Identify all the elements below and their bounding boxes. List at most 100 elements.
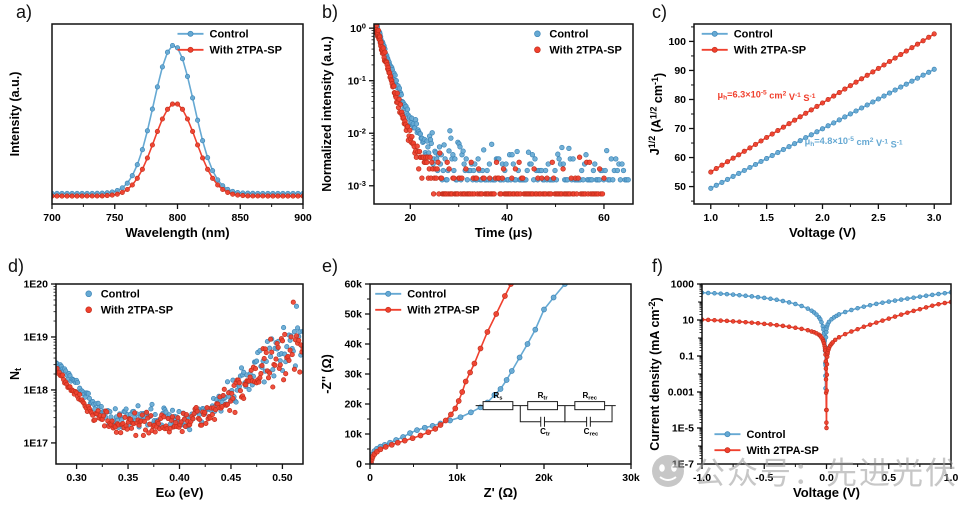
data-point [528,161,534,167]
data-point [54,193,60,199]
data-point [864,102,870,108]
data-point [892,55,898,61]
data-point [923,305,929,310]
data-point [529,152,536,158]
data-point [159,64,165,70]
data-point [161,414,167,420]
data-point [575,175,581,181]
data-point [824,425,829,431]
series-control [708,66,937,191]
data-point [393,78,399,84]
svg-text:0.1: 0.1 [679,351,694,363]
data-point [473,175,480,181]
data-point [169,414,176,420]
data-point [532,326,539,333]
data-point [139,412,145,418]
data-point [241,395,247,401]
data-point [92,417,98,423]
data-point [942,290,948,296]
data-point [220,392,226,399]
data-point [221,386,227,392]
data-point [861,324,867,330]
data-point [284,344,290,350]
data-point [875,65,881,71]
y-axis-label: J1/2 (A1/2 cm-1) [647,73,667,155]
svg-text:Crec: Crec [584,427,599,437]
data-point [241,369,247,375]
panel-label-f: f) [652,256,663,276]
data-point [59,193,65,199]
data-point [459,175,465,181]
data-point [814,103,820,109]
data-point [169,101,176,107]
data-point [280,193,286,199]
svg-text:-0.5: -0.5 [755,472,773,484]
data-point [438,175,445,181]
svg-text:40k: 40k [344,339,362,351]
data-point [288,334,294,340]
data-point [450,152,456,158]
data-point [814,129,820,135]
data-point [291,329,297,335]
plot-series [708,31,937,191]
data-point [471,167,477,174]
data-point [200,155,206,161]
svg-text:Rrec: Rrec [582,391,597,401]
data-point [416,148,423,155]
panel-label-a: a) [16,2,33,22]
data-point [254,358,260,364]
data-point [936,291,941,297]
data-point [867,322,873,327]
svg-text:800: 800 [169,212,187,224]
data-point [516,354,523,361]
axes: 700 750 800 850 900 [43,23,312,224]
data-point [187,427,193,433]
data-point [870,99,876,105]
data-point [712,317,717,323]
data-point [119,189,125,195]
svg-text:0.50: 0.50 [272,472,293,484]
data-point [378,39,384,46]
svg-text:40: 40 [501,212,513,224]
svg-text:1E-7: 1E-7 [672,459,694,471]
data-point [758,158,764,165]
svg-text:With 2TPA-SP: With 2TPA-SP [101,305,173,317]
legend: Control With 2TPA-SP [534,29,622,57]
svg-text:-1.0: -1.0 [693,472,711,484]
data-point [457,414,464,421]
data-point [382,49,388,55]
data-point [610,177,616,183]
axes: 0 10k 20k 30k 0 10k 20k 30k 40k 50k 60k [344,279,639,484]
data-point [774,297,779,303]
data-point [886,299,892,304]
annotation: μh=6.3×10-5 cm2 V-1 S-1 [717,89,815,102]
data-point [808,132,814,138]
data-point [775,150,781,156]
y-axis-label: Nt [8,368,23,380]
data-point [475,166,482,172]
data-point [497,386,504,392]
data-point [930,292,935,298]
axes: 1.0 1.5 2.0 2.5 3.0 50 60 70 80 90 100 [668,23,952,224]
data-point [730,173,736,179]
data-point [743,319,748,325]
data-point [881,93,887,99]
data-point [532,156,538,162]
svg-text:Rs: Rs [493,391,502,401]
data-point [64,193,70,199]
svg-text:1E-5: 1E-5 [672,423,694,435]
data-point [780,124,786,130]
svg-text:10-1: 10-1 [348,74,366,87]
data-point [139,166,145,172]
svg-text:90: 90 [674,65,686,77]
data-point [144,128,150,134]
axes: -1.0 -0.5 0.0 0.5 1.0 1000 10 0.1 0.001 1E-5 1E-7 [668,279,959,484]
data-point [861,304,867,309]
data-point [95,408,101,414]
svg-text:Control: Control [407,289,446,301]
data-point [780,323,786,329]
data-point [870,69,876,75]
data-point [859,76,865,82]
data-point [174,101,181,107]
data-point [426,150,432,156]
